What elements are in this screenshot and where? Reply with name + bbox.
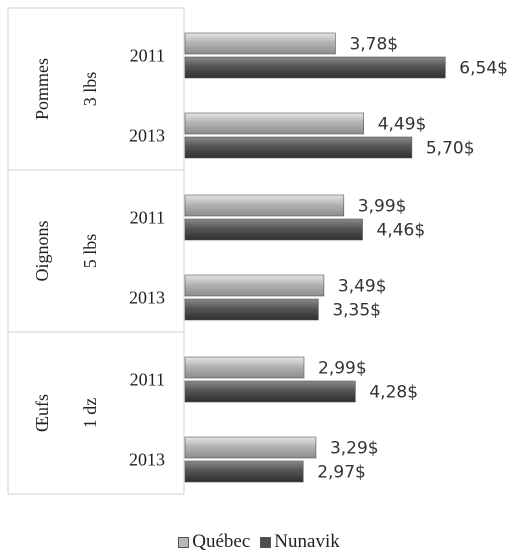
data-label: 6,54$ [459,59,508,79]
bar-nunavik [184,298,319,321]
data-label: 4,46$ [377,221,426,241]
category-label-year: 2013 [129,288,165,308]
data-label: 4,49$ [378,115,427,135]
data-label: 3,35$ [332,301,381,321]
category-label-year: 2011 [130,46,165,66]
legend-swatch-nunavik [260,536,272,548]
category-label-unit: 1 dz [80,398,100,429]
legend-label-quebec: Québec [192,531,251,552]
category-label-year: 2013 [129,126,165,146]
bar-quebec [184,194,345,217]
bar-nunavik [184,460,304,483]
data-label: 3,49$ [338,277,387,297]
data-label: 5,70$ [426,139,475,159]
data-label: 3,99$ [358,197,407,217]
bar-quebec [184,436,317,459]
legend-item-quebec: Québec [178,531,250,553]
category-label-unit: 3 lbs [80,72,100,107]
legend-swatch-quebec [178,536,190,548]
bar-quebec [184,112,365,135]
bar-quebec [184,32,336,55]
data-label: 4,28$ [369,383,418,403]
bar-quebec [184,274,325,297]
chart-legend: Québec Nunavik [0,530,518,554]
category-label-product: Œufs [32,394,52,432]
data-label: 3,78$ [349,35,398,55]
category-label-year: 2013 [129,450,165,470]
category-label-year: 2011 [130,370,165,390]
data-label: 3,29$ [330,439,379,459]
data-label: 2,99$ [318,359,367,379]
category-label-unit: 5 lbs [80,234,100,269]
legend-item-nunavik: Nunavik [260,531,340,553]
category-label-product: Pommes [32,58,52,120]
data-label: 2,97$ [317,463,366,483]
bar-chart: Pommes 3 lbs 2011 2013 Oignons 5 lbs 2011 2013 Œ… [7,7,508,495]
bar-nunavik [184,136,413,159]
legend-label-nunavik: Nunavik [274,531,340,552]
bar-nunavik [184,218,363,241]
bar-nunavik [184,380,356,403]
bar-quebec [184,356,305,379]
bar-nunavik [184,56,446,79]
category-label-product: Oignons [32,220,52,281]
category-label-year: 2011 [130,208,165,228]
